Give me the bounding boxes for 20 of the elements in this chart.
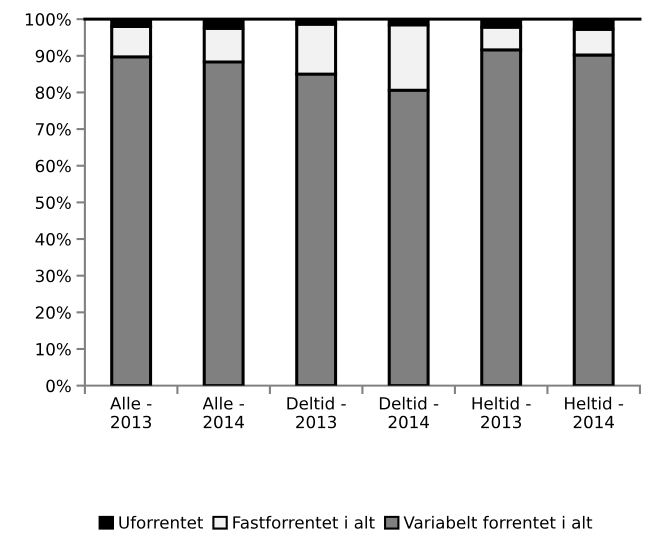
y-tick-label: 30% [36,270,71,282]
x-tick-label: Deltid - 2014 [380,396,438,428]
y-tick-label: 20% [36,306,71,319]
x-tick-label: Heltid - 2014 [565,396,624,428]
legend-label: Uforrentet [119,516,203,529]
y-tick-label: 70% [36,123,71,136]
x-tick-label: Heltid - 2013 [472,396,531,428]
y-tick-label: 90% [36,50,71,62]
x-tick-label: Alle - 2014 [202,396,244,428]
y-tick-label: 100% [26,13,71,26]
y-tick-label: 10% [36,342,71,356]
y-tick-label: 40% [35,233,71,246]
x-tick-label: Deltid - 2013 [287,396,346,428]
y-tick-label: 0% [46,380,71,392]
legend-label: Variabelt forrentet i alt [404,516,592,529]
x-tick-label: Alle - 2013 [110,396,152,428]
y-tick-label: 80% [36,86,71,100]
legend-label: Fastforrentet i alt [233,516,375,529]
y-tick-label: 60% [36,160,71,172]
y-tick-label: 50% [36,196,71,209]
